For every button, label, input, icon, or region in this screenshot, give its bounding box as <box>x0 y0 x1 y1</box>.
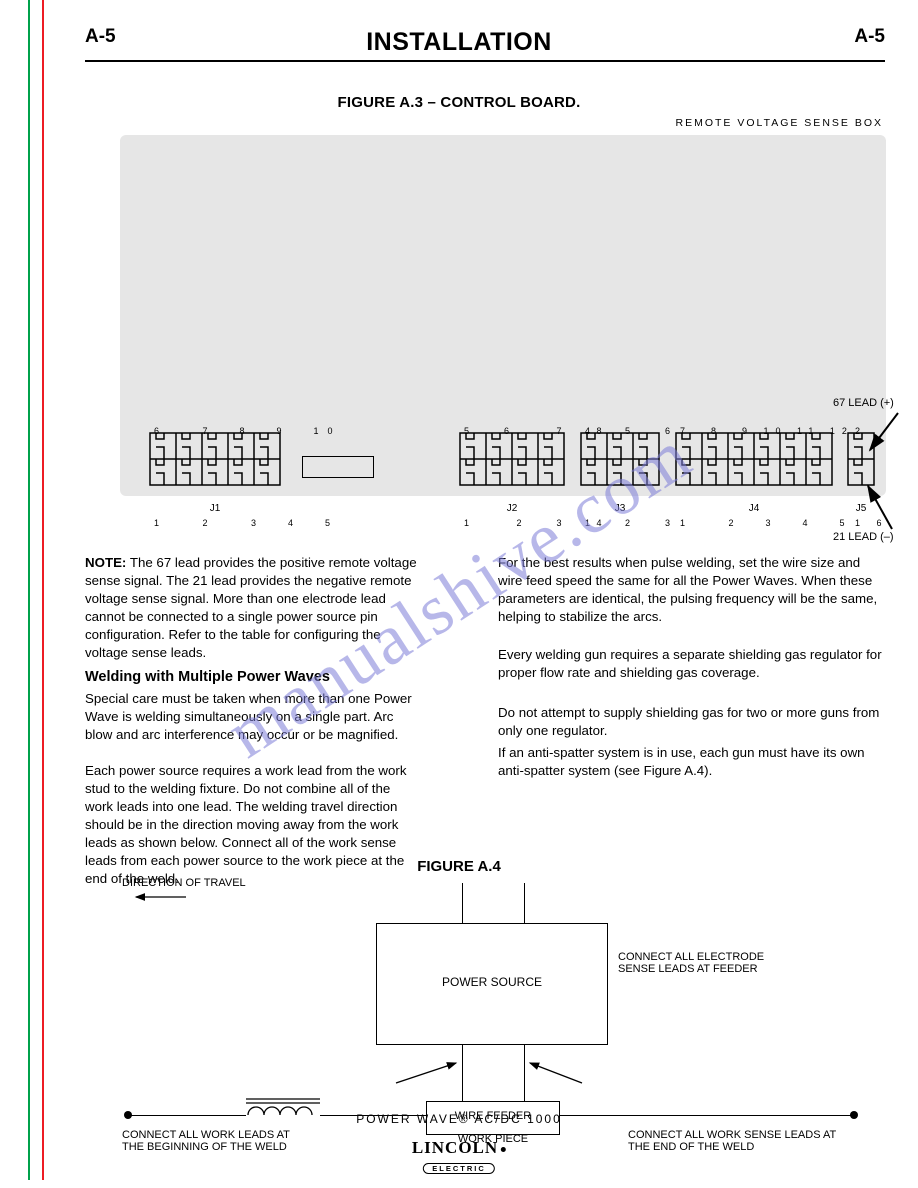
connector-j2-shape <box>460 433 564 485</box>
note-block-1: NOTE: The 67 lead provides the positive … <box>85 554 418 662</box>
page-title: INSTALLATION <box>0 28 918 57</box>
connector-j5 <box>848 433 874 490</box>
lead-67-label: 67 LEAD (+) <box>833 397 894 409</box>
note-body-2: Special care must be taken when more tha… <box>85 690 418 744</box>
work-sense-label: CONNECT ALL WORK SENSE LEADS AT THE END … <box>628 1129 888 1153</box>
page-number-right: A-5 <box>854 26 885 48</box>
note-body-1: The 67 lead provides the positive remote… <box>85 555 417 660</box>
lead-21-label: 21 LEAD (–) <box>833 531 894 543</box>
fig2-arrows <box>128 883 854 1147</box>
brand-name: LINCOLN <box>412 1138 498 1157</box>
remote-box-title: REMOTE VOLTAGE SENSE BOX <box>676 117 883 129</box>
brand-pill: ELECTRIC <box>423 1163 495 1174</box>
connector-j1-shape <box>150 433 280 485</box>
j1-bot-nums: 1 2 3 4 5 <box>154 518 339 528</box>
j1-label: J1 <box>150 503 280 514</box>
footer-model: POWER WAVE® AC/DC 1000 <box>356 1112 562 1126</box>
j5-bot-nums: 1 <box>855 518 870 528</box>
connector-j1 <box>150 433 280 490</box>
note-heading: NOTE: <box>85 555 126 570</box>
electrode-sense-label: CONNECT ALL ELECTRODE SENSE LEADS AT FEE… <box>618 951 838 975</box>
note-body-7: If an anti-spatter system is in use, eac… <box>498 744 885 780</box>
j5-label: J5 <box>848 503 874 514</box>
figure-a3-title: FIGURE A.3 – CONTROL BOARD. <box>0 94 918 111</box>
j3-bot-nums: 1 2 3 <box>585 518 680 528</box>
connector-j3-shape <box>581 433 659 485</box>
header-rule <box>85 60 885 62</box>
side-rule-green <box>28 0 30 1180</box>
j2-label: J2 <box>460 503 564 514</box>
connector-j5-shape <box>848 433 874 485</box>
j3-top-nums: 4 5 6 <box>585 426 680 436</box>
note-body-6: Do not attempt to supply shielding gas f… <box>498 704 885 740</box>
brand-dot-icon <box>501 1147 506 1152</box>
note-body-5: Every welding gun requires a separate sh… <box>498 646 885 682</box>
connector-j3 <box>581 433 659 490</box>
figure-a4-title: FIGURE A.4 <box>0 858 918 875</box>
j4-label: J4 <box>676 503 832 514</box>
note-body-4: For the best results when pulse welding,… <box>498 554 885 626</box>
figure-a4-diagram: POWER SOURCE WIRE FEEDER <box>128 883 854 1147</box>
travel-label: DIRECTION OF TRAVEL <box>122 877 262 889</box>
connector-j4-shape <box>676 433 832 485</box>
j3-label: J3 <box>581 503 659 514</box>
section-heading-multiple: Welding with Multiple Power Waves <box>85 668 418 688</box>
connector-j4 <box>676 433 832 490</box>
board-component <box>302 456 374 478</box>
control-board-box: 6 7 8 9 10 J1 1 2 3 4 5 5 6 7 8 J2 <box>120 135 886 496</box>
page: A-5 INSTALLATION A-5 FIGURE A.3 – CONTRO… <box>0 0 918 1188</box>
j4-top-nums: 7 8 9 10 11 12 <box>680 426 854 436</box>
j1-top-nums: 6 7 8 9 10 <box>154 426 342 436</box>
connector-j2 <box>460 433 564 490</box>
work-leads-label: CONNECT ALL WORK LEADS AT THE BEGINNING … <box>122 1129 362 1153</box>
j5-top-nums: 2 <box>855 426 870 436</box>
lincoln-logo: LINCOLN ELECTRIC <box>412 1138 506 1176</box>
